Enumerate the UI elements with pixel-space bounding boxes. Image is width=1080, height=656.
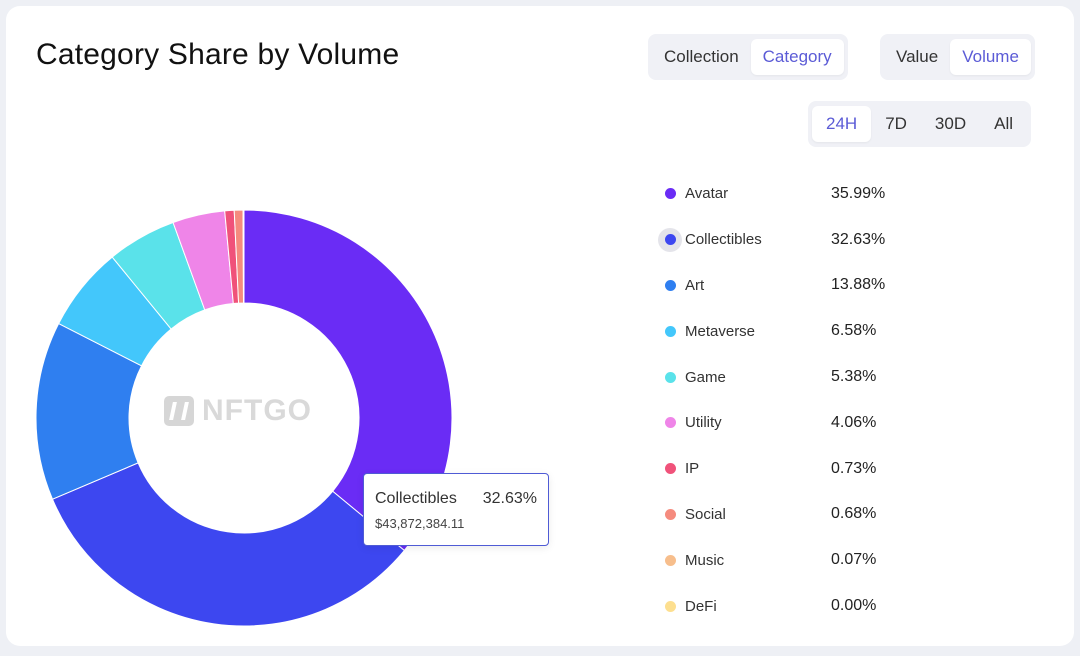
legend-dot-icon [664,508,676,520]
legend-percent-defi: 0.00% [831,597,877,615]
legend-percent-game: 5.38% [831,368,877,386]
legend-marker [658,182,682,206]
nftgo-logo-icon [164,396,194,426]
tooltip-value: $43,872,384.11 [375,516,465,531]
time-30d[interactable]: 30D [934,114,967,133]
time-7d[interactable]: 7D [885,114,907,133]
legend-item-collectibles[interactable]: Collectibles 32.63% [658,217,958,263]
legend-percent-social: 0.68% [831,505,877,523]
legend-dot-icon [664,325,676,337]
legend-item-defi[interactable]: DeFi 0.00% [658,583,958,629]
watermark: NFTGO [164,394,312,428]
legend-percent-ip: 0.73% [831,459,877,477]
legend-marker [658,227,682,252]
donut-slice-collectibles[interactable] [51,462,406,627]
legend-label-avatar: Avatar [685,185,729,203]
legend-label-art: Art [685,276,705,294]
legend-item-music[interactable]: Music 0.07% [658,537,958,583]
time-24h[interactable]: 24H [812,106,872,142]
watermark-text: NFTGO [202,394,312,427]
legend-item-ip[interactable]: IP 0.73% [658,446,958,492]
donut-slice-music[interactable] [242,209,245,304]
legend-marker [658,548,682,572]
legend-marker [658,594,682,618]
time-all[interactable]: All [994,114,1014,133]
legend-percent-metaverse: 6.58% [831,322,877,340]
legend-percent-utility: 4.06% [831,413,877,431]
legend-label-ip: IP [685,460,700,478]
legend-item-game[interactable]: Game 5.38% [658,354,958,400]
chart-tooltip: Collectibles 32.63% $43,872,384.11 [363,473,549,546]
legend-dot-icon [664,188,676,200]
toggle-category[interactable]: Category [750,39,844,75]
view-toggle: Collection Category [648,34,848,80]
legend-marker [658,457,682,481]
page-title: Category Share by Volume [36,38,400,71]
tooltip-name: Collectibles [375,490,457,507]
legend-dot-icon [664,554,676,566]
time-range-toggle: 24H 7D 30D All [808,101,1032,147]
legend-dot-icon [664,417,676,429]
legend-marker [658,502,682,526]
legend-label-utility: Utility [685,414,722,432]
legend-percent-art: 13.88% [831,276,886,294]
toggle-value[interactable]: Value [896,47,939,66]
chart-card: Category Share by Volume Collection Cate… [6,6,1074,646]
donut-chart [35,209,453,627]
legend-marker [658,365,682,389]
legend-label-defi: DeFi [685,597,717,615]
legend-dot-icon [664,279,676,291]
legend-item-art[interactable]: Art 13.88% [658,263,958,309]
metric-toggle: Value Volume [880,34,1035,80]
legend-label-collectibles: Collectibles [685,231,762,249]
tooltip-percent: 32.63% [482,490,537,507]
legend-item-avatar[interactable]: Avatar 35.99% [658,171,958,217]
chart-legend: Avatar 35.99% Collectibles 32.63% Art 13.88% M… [658,171,958,629]
toggle-volume[interactable]: Volume [950,39,1031,75]
legend-label-game: Game [685,368,726,386]
legend-item-metaverse[interactable]: Metaverse 6.58% [658,308,958,354]
legend-marker [658,319,682,343]
legend-percent-collectibles: 32.63% [831,230,886,248]
legend-percent-avatar: 35.99% [831,184,886,202]
legend-marker [658,273,682,297]
toggle-collection[interactable]: Collection [664,47,739,66]
legend-dot-icon [664,234,676,246]
legend-label-social: Social [685,505,726,523]
legend-dot-icon [664,371,676,383]
legend-item-utility[interactable]: Utility 4.06% [658,400,958,446]
legend-label-metaverse: Metaverse [685,322,756,340]
legend-marker [658,411,682,435]
legend-dot-icon [664,463,676,475]
legend-item-social[interactable]: Social 0.68% [658,492,958,538]
legend-dot-icon [664,600,676,612]
legend-percent-music: 0.07% [831,551,877,569]
legend-label-music: Music [685,551,725,569]
